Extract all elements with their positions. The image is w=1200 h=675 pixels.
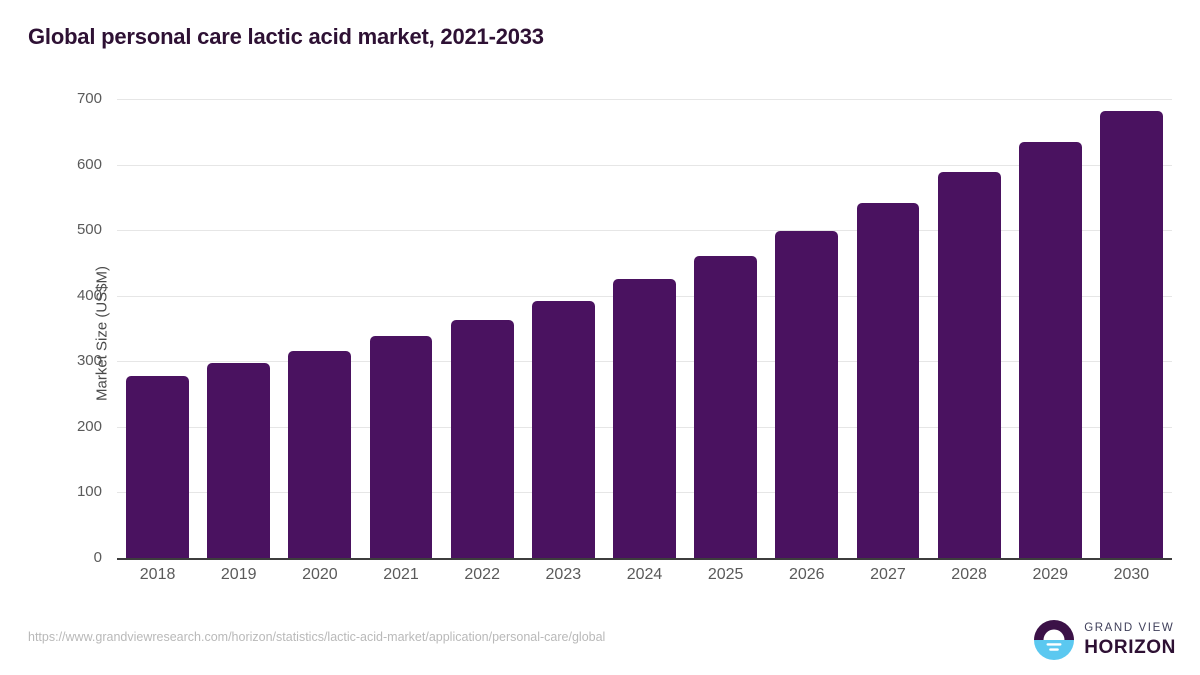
bar[interactable] xyxy=(775,230,839,558)
bar-series xyxy=(117,0,1172,675)
logo-line-1: GRAND VIEW xyxy=(1084,622,1175,635)
bar[interactable] xyxy=(1018,141,1082,558)
bar[interactable] xyxy=(613,279,676,558)
axis-baseline xyxy=(117,558,1172,560)
y-axis-tick-label: 400 xyxy=(76,286,102,304)
bar[interactable] xyxy=(207,363,271,558)
x-axis-tick-label: 2018 xyxy=(139,566,176,583)
y-axis-tick-label: 500 xyxy=(76,221,102,239)
bar[interactable] xyxy=(1099,110,1163,558)
x-axis-tick-label: 2030 xyxy=(1113,566,1150,583)
x-axis-tick-label: 2026 xyxy=(788,566,825,583)
gridline xyxy=(117,99,1172,100)
source-url[interactable]: https://www.grandviewresearch.com/horizo… xyxy=(28,630,606,644)
x-axis-tick-label: 2027 xyxy=(870,566,906,583)
bar[interactable] xyxy=(856,203,920,558)
bar[interactable] xyxy=(531,300,595,558)
x-axis-tick-label: 2028 xyxy=(951,566,987,583)
bar[interactable] xyxy=(288,351,352,558)
y-axis-tick-label: 200 xyxy=(76,417,102,435)
bar[interactable] xyxy=(369,336,433,558)
x-axis-tick-label: 2024 xyxy=(626,566,663,583)
y-axis-tick-label: 600 xyxy=(76,155,102,173)
y-axis-tick-label: 100 xyxy=(76,483,102,501)
x-axis-tick-label: 2022 xyxy=(464,566,500,583)
page-title: Global personal care lactic acid market,… xyxy=(28,24,544,49)
y-axis-tick-label: 700 xyxy=(76,90,102,107)
logo-wordmark: GRAND VIEW HORIZON xyxy=(1084,623,1176,657)
y-axis-tick-label: 300 xyxy=(76,352,102,370)
bar[interactable] xyxy=(450,319,514,558)
bar[interactable] xyxy=(126,376,190,558)
grand-view-horizon-logo[interactable]: GRAND VIEW HORIZON xyxy=(1033,618,1176,662)
y-axis-tick-label: 0 xyxy=(93,549,102,566)
logo-line-2: HORIZON xyxy=(1084,636,1176,658)
x-axis-tick-label: 2023 xyxy=(545,566,582,583)
x-axis-tick-label: 2021 xyxy=(383,566,419,583)
bar[interactable] xyxy=(694,255,758,558)
x-axis-tick-label: 2029 xyxy=(1032,566,1069,583)
horizon-circle-icon xyxy=(1034,620,1075,660)
x-axis-tick-label: 2020 xyxy=(302,566,338,583)
gridline xyxy=(117,230,1172,232)
gridline xyxy=(117,164,1172,166)
bar[interactable] xyxy=(937,172,1001,558)
x-axis-tick-label: 2025 xyxy=(707,566,744,583)
x-axis-tick-label: 2019 xyxy=(220,566,257,583)
